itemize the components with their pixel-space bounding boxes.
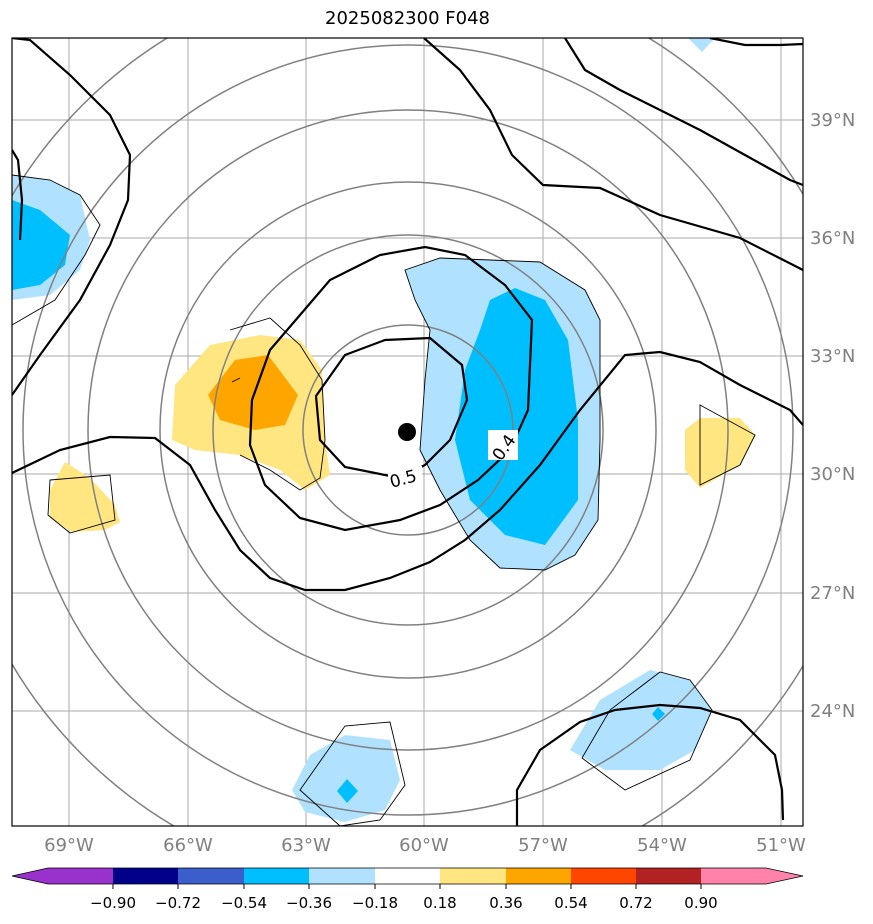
- lat-label: 33°N: [810, 346, 855, 367]
- shaded-light-blue: [12, 38, 715, 822]
- colorbar-tick-label: −0.36: [286, 894, 332, 912]
- colorbar-segment: [178, 868, 244, 884]
- colorbar-segment: [113, 868, 178, 884]
- lat-label: 30°N: [810, 464, 855, 485]
- colorbar-tick-label: −0.18: [352, 894, 398, 912]
- lon-label: 63°W: [281, 835, 331, 856]
- lat-label: 36°N: [810, 228, 855, 249]
- lon-label: 69°W: [44, 835, 94, 856]
- colorbar-segment: [701, 868, 766, 884]
- colorbar-segment: [636, 868, 701, 884]
- colorbar-tick-label: 0.36: [489, 894, 522, 912]
- colorbar-segment: [309, 868, 375, 884]
- colorbar: −0.90 −0.72 −0.54 −0.36 −0.18 0.18 0.36 …: [11, 867, 804, 912]
- thick-black-contours: [12, 38, 803, 826]
- colorbar-tick-label: 0.90: [684, 894, 717, 912]
- colorbar-tick-label: −0.54: [221, 894, 267, 912]
- contour-label-bg-05: [388, 466, 422, 488]
- colorbar-extend-high: [766, 868, 803, 884]
- lat-label: 39°N: [810, 110, 855, 131]
- lat-label: 24°N: [810, 701, 855, 722]
- lat-label: 27°N: [810, 583, 855, 604]
- lon-label: 66°W: [163, 835, 213, 856]
- colorbar-segment: [440, 868, 506, 884]
- thin-black-contours: [12, 174, 756, 826]
- colorbar-segment: [48, 868, 113, 884]
- lon-label: 54°W: [637, 835, 687, 856]
- latitude-labels: 39°N 36°N 33°N 30°N 27°N 24°N: [810, 110, 855, 722]
- contour-label-bg-04: [488, 430, 518, 460]
- colorbar-outline: [11, 867, 804, 885]
- colorbar-tick-label: 0.54: [554, 894, 587, 912]
- colorbar-segment: [571, 868, 636, 884]
- colorbar-tick-label: 0.72: [619, 894, 652, 912]
- lon-label: 60°W: [399, 835, 449, 856]
- map-frame: [11, 37, 804, 827]
- colorbar-ticks: [112, 884, 702, 889]
- storm-center-dot: [398, 423, 416, 441]
- colorbar-segment: [244, 868, 309, 884]
- colorbar-segment: [506, 868, 571, 884]
- longitude-labels: 69°W 66°W 63°W 60°W 57°W 54°W 51°W: [44, 835, 806, 856]
- colorbar-tick-label: −0.72: [155, 894, 201, 912]
- colorbar-extend-low: [12, 868, 48, 884]
- shaded-orange: [208, 355, 298, 430]
- shaded-blue: [12, 200, 665, 803]
- colorbar-tick-label: 0.18: [423, 894, 456, 912]
- lon-label: 51°W: [756, 835, 806, 856]
- map-title: 2025082300 F048: [325, 8, 490, 29]
- lon-label: 57°W: [518, 835, 568, 856]
- colorbar-tick-label: −0.90: [90, 894, 136, 912]
- map-plot-area: 0.5 0.4: [12, 38, 803, 826]
- colorbar-segment: [375, 868, 440, 884]
